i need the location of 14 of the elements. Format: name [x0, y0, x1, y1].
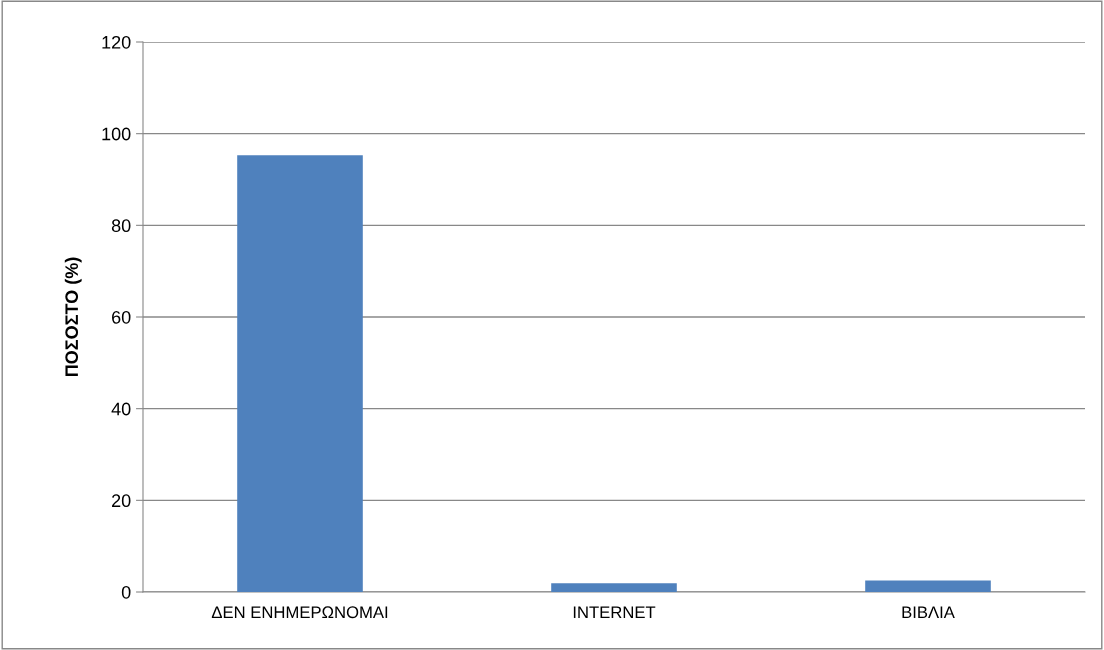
y-tick-label: 40 [111, 402, 131, 416]
y-axis-title: ΠΟΣΟΣΤΟ (%) [64, 257, 82, 377]
y-tick-label: 120 [102, 35, 131, 49]
x-tick-label: ΔΕΝ ΕΝΗΜΕΡΩΝΟΜΑΙ [211, 606, 388, 619]
x-tick-label: ΒΙΒΛΙΑ [902, 606, 955, 618]
bar [551, 583, 677, 592]
y-tick-label: 0 [121, 585, 131, 599]
bar [865, 580, 991, 592]
y-tick-label: 100 [102, 127, 131, 141]
y-tick-label: 60 [112, 310, 131, 324]
y-tick-label: 20 [112, 494, 131, 508]
x-tick-label: INTERNET [573, 606, 656, 618]
bar [237, 155, 363, 592]
y-tick-label: 80 [111, 219, 131, 233]
